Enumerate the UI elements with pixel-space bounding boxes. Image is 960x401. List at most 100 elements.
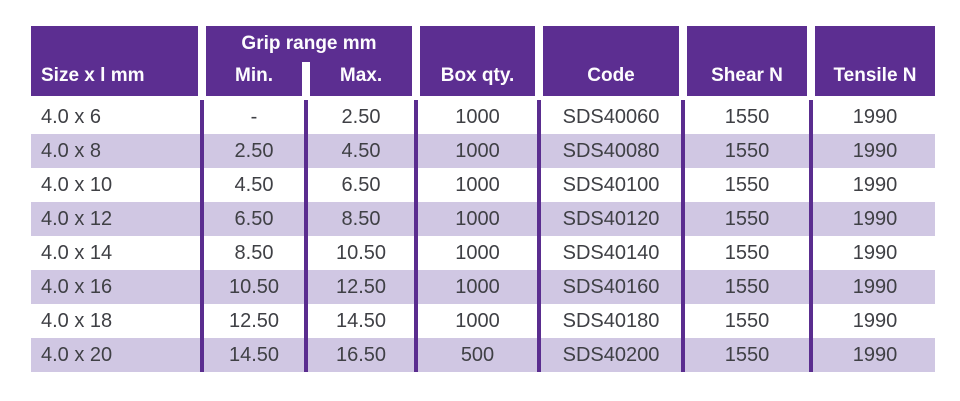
cell-max: 2.50 bbox=[341, 105, 381, 128]
cell-min: 8.50 bbox=[234, 241, 274, 264]
cell-code: SDS40160 bbox=[562, 275, 660, 298]
cell-max: 12.50 bbox=[335, 275, 387, 298]
cell-tensile: 1990 bbox=[852, 343, 898, 366]
column-separator bbox=[535, 270, 543, 304]
column-separator bbox=[535, 338, 543, 372]
cell-size: 4.0 x 10 bbox=[41, 173, 113, 196]
column-separator bbox=[198, 236, 206, 270]
cell-tensile: 1990 bbox=[852, 207, 898, 230]
column-separator bbox=[679, 270, 687, 304]
column-separator bbox=[198, 100, 206, 134]
grip-sub-separator bbox=[302, 62, 310, 96]
cell-max: 4.50 bbox=[341, 139, 381, 162]
col-header-code: Code bbox=[543, 26, 679, 96]
column-separator bbox=[302, 168, 310, 202]
cell-box-qty: 1000 bbox=[455, 173, 500, 196]
column-separator bbox=[535, 202, 543, 236]
column-separator bbox=[198, 338, 206, 372]
cell-max: 6.50 bbox=[341, 173, 381, 196]
cell-shear: 1550 bbox=[724, 105, 770, 128]
col-group-grip-range: Grip range mm Min. Max. bbox=[206, 26, 412, 96]
cell-box-qty: 1000 bbox=[455, 275, 500, 298]
column-separator bbox=[412, 270, 420, 304]
column-separator bbox=[535, 236, 543, 270]
cell-size: 4.0 x 12 bbox=[41, 207, 113, 230]
table-row: 4.0 x 20 14.50 16.50 500 SDS40200 1550 1990 bbox=[31, 338, 935, 372]
cell-code: SDS40200 bbox=[562, 343, 660, 366]
column-separator bbox=[302, 270, 310, 304]
column-separator bbox=[807, 202, 815, 236]
col-header-size: Size x l mm bbox=[31, 26, 198, 96]
column-separator bbox=[412, 304, 420, 338]
column-separator bbox=[412, 168, 420, 202]
table-row: 4.0 x 14 8.50 10.50 1000 SDS40140 1550 1990 bbox=[31, 236, 935, 270]
rivet-spec-table: Size x l mm Grip range mm Min. Max. Box … bbox=[31, 26, 935, 372]
column-separator bbox=[679, 134, 687, 168]
cell-code: SDS40080 bbox=[562, 139, 660, 162]
cell-box-qty: 1000 bbox=[455, 139, 500, 162]
column-separator bbox=[198, 168, 206, 202]
cell-min: 2.50 bbox=[234, 139, 274, 162]
cell-tensile: 1990 bbox=[852, 173, 898, 196]
column-separator bbox=[412, 134, 420, 168]
column-separator bbox=[302, 202, 310, 236]
header-column-gap bbox=[412, 26, 420, 96]
column-separator bbox=[198, 134, 206, 168]
cell-tensile: 1990 bbox=[852, 275, 898, 298]
column-separator bbox=[412, 202, 420, 236]
column-separator bbox=[302, 100, 310, 134]
column-separator bbox=[679, 304, 687, 338]
column-separator bbox=[302, 304, 310, 338]
column-separator bbox=[807, 304, 815, 338]
cell-shear: 1550 bbox=[724, 343, 770, 366]
cell-min: 6.50 bbox=[234, 207, 274, 230]
cell-max: 14.50 bbox=[335, 309, 387, 332]
cell-size: 4.0 x 14 bbox=[41, 241, 113, 264]
header-column-gap bbox=[679, 26, 687, 96]
col-header-box-qty: Box qty. bbox=[420, 26, 535, 96]
column-separator bbox=[535, 134, 543, 168]
table-header-row: Size x l mm Grip range mm Min. Max. Box … bbox=[31, 26, 935, 96]
cell-code: SDS40120 bbox=[562, 207, 660, 230]
header-column-gap bbox=[535, 26, 543, 96]
column-separator bbox=[679, 338, 687, 372]
column-separator bbox=[807, 134, 815, 168]
column-separator bbox=[807, 100, 815, 134]
col-header-min: Min. bbox=[235, 65, 273, 86]
col-header-size-label: Size x l mm bbox=[41, 65, 145, 86]
table-row: 4.0 x 8 2.50 4.50 1000 SDS40080 1550 1990 bbox=[31, 134, 935, 168]
cell-max: 16.50 bbox=[335, 343, 387, 366]
col-header-max: Max. bbox=[339, 65, 383, 86]
column-separator bbox=[679, 236, 687, 270]
column-separator bbox=[198, 202, 206, 236]
cell-size: 4.0 x 6 bbox=[41, 105, 102, 128]
cell-max: 8.50 bbox=[341, 207, 381, 230]
column-separator bbox=[807, 168, 815, 202]
col-header-shear: Shear N bbox=[687, 26, 807, 96]
cell-size: 4.0 x 8 bbox=[41, 139, 102, 162]
column-separator bbox=[535, 168, 543, 202]
column-separator bbox=[412, 100, 420, 134]
cell-shear: 1550 bbox=[724, 309, 770, 332]
cell-shear: 1550 bbox=[724, 173, 770, 196]
cell-size: 4.0 x 16 bbox=[41, 275, 113, 298]
cell-min: 12.50 bbox=[228, 309, 280, 332]
header-column-gap bbox=[198, 26, 206, 96]
cell-tensile: 1990 bbox=[852, 105, 898, 128]
cell-size: 4.0 x 20 bbox=[41, 343, 113, 366]
cell-min: 4.50 bbox=[234, 173, 274, 196]
col-header-tensile: Tensile N bbox=[815, 26, 935, 96]
cell-shear: 1550 bbox=[724, 207, 770, 230]
cell-tensile: 1990 bbox=[852, 139, 898, 162]
column-separator bbox=[198, 304, 206, 338]
cell-min: 14.50 bbox=[228, 343, 280, 366]
table-row: 4.0 x 12 6.50 8.50 1000 SDS40120 1550 1990 bbox=[31, 202, 935, 236]
table-body: 4.0 x 6 - 2.50 1000 SDS40060 1550 1990 4.0 x 8 2… bbox=[31, 100, 935, 372]
cell-code: SDS40180 bbox=[562, 309, 660, 332]
cell-shear: 1550 bbox=[724, 241, 770, 264]
cell-code: SDS40140 bbox=[562, 241, 660, 264]
header-column-gap bbox=[807, 26, 815, 96]
cell-shear: 1550 bbox=[724, 275, 770, 298]
column-separator bbox=[302, 236, 310, 270]
